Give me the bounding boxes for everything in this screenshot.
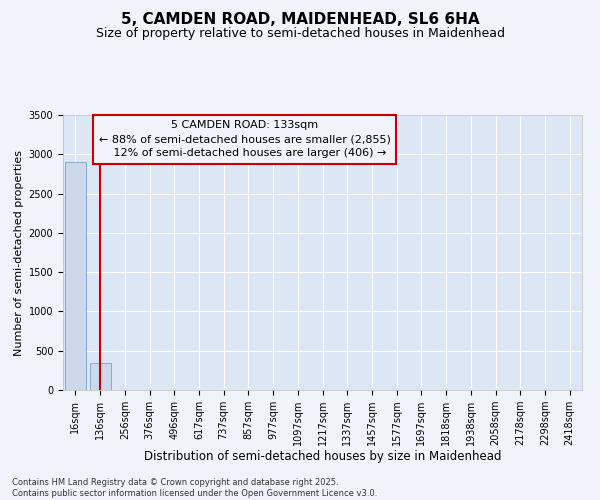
- Y-axis label: Number of semi-detached properties: Number of semi-detached properties: [14, 150, 25, 356]
- Text: 5, CAMDEN ROAD, MAIDENHEAD, SL6 6HA: 5, CAMDEN ROAD, MAIDENHEAD, SL6 6HA: [121, 12, 479, 28]
- Bar: [65, 162, 86, 390]
- Bar: [89, 362, 110, 390]
- Text: Contains HM Land Registry data © Crown copyright and database right 2025.
Contai: Contains HM Land Registry data © Crown c…: [12, 478, 377, 498]
- Text: 5 CAMDEN ROAD: 133sqm
← 88% of semi-detached houses are smaller (2,855)
   12% o: 5 CAMDEN ROAD: 133sqm ← 88% of semi-deta…: [99, 120, 391, 158]
- X-axis label: Distribution of semi-detached houses by size in Maidenhead: Distribution of semi-detached houses by …: [144, 450, 501, 462]
- Text: Size of property relative to semi-detached houses in Maidenhead: Size of property relative to semi-detach…: [95, 28, 505, 40]
